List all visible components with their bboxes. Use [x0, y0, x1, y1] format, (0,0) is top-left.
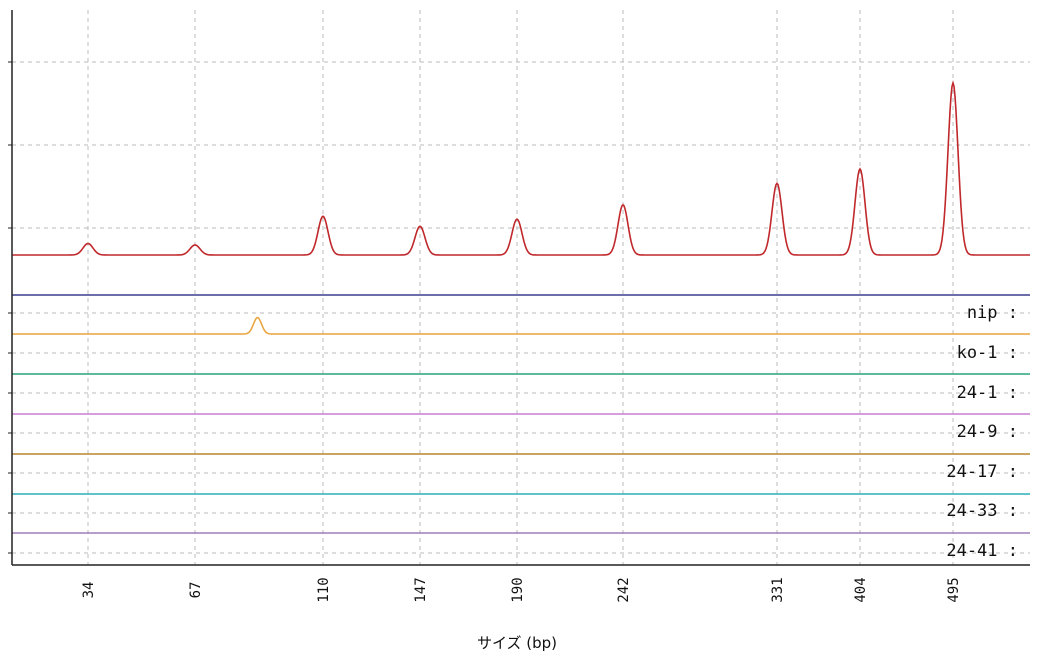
sample-label: 24-41 :: [946, 541, 1018, 561]
x-tick-label: 147: [413, 577, 429, 602]
x-tick-label: 495: [946, 577, 962, 602]
sample-label: ko-1 :: [957, 343, 1018, 363]
x-tick-label: 67: [188, 582, 204, 599]
grid-lines: [12, 10, 1030, 565]
x-tick-label: 242: [616, 577, 632, 602]
sample-trace-line: [12, 316, 1030, 335]
sample-traces: nip : ko-1 : 24-1 : 24-9 : 24-17 : 24-33 : 24-…: [12, 294, 1030, 561]
sample-label: 24-17 :: [946, 462, 1018, 482]
x-tick-label: 110: [316, 577, 332, 602]
sample-label: 24-33 :: [946, 501, 1018, 521]
x-tick-label: 190: [510, 577, 526, 602]
x-tick-label: 331: [770, 577, 786, 602]
sample-label: nip :: [967, 303, 1018, 323]
size-standard-trace: [12, 80, 1030, 256]
axes: [8, 10, 1030, 566]
x-tick-label: 34: [81, 582, 97, 599]
x-axis-title: サイズ (bp): [477, 634, 557, 652]
size-standard-line: [12, 80, 1030, 256]
sample-label: 24-1 :: [957, 383, 1018, 403]
x-tick-label: 404: [853, 577, 869, 602]
x-tick-labels: 34 67 110 147 190 242 331 404 495: [81, 577, 962, 602]
sample-label: 24-9 :: [957, 422, 1018, 442]
